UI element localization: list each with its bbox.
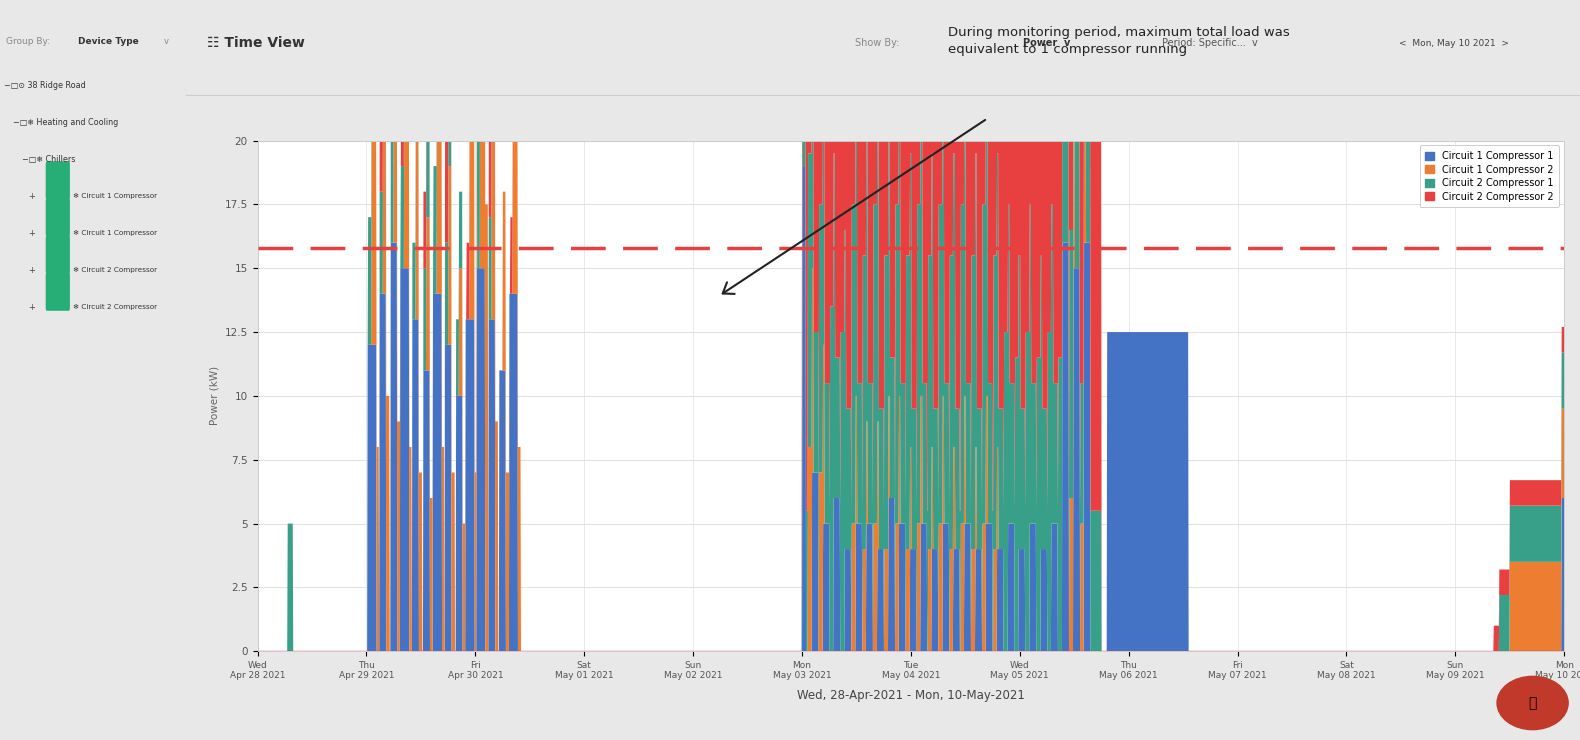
Text: During monitoring period, maximum total load was
equivalent to 1 compressor runn: During monitoring period, maximum total … xyxy=(948,26,1289,56)
Text: −□❄ Chillers: −□❄ Chillers xyxy=(22,155,76,164)
Legend: Circuit 1 Compressor 1, Circuit 1 Compressor 2, Circuit 2 Compressor 1, Circuit : Circuit 1 Compressor 1, Circuit 1 Compre… xyxy=(1419,146,1559,207)
Text: 💬: 💬 xyxy=(1528,696,1537,710)
Text: Show By:: Show By: xyxy=(855,38,899,48)
Text: Power  v: Power v xyxy=(1022,38,1070,48)
FancyBboxPatch shape xyxy=(46,272,70,311)
Text: v: v xyxy=(164,37,169,46)
Text: +: + xyxy=(28,266,35,275)
Text: Device Type: Device Type xyxy=(79,37,139,46)
Text: +: + xyxy=(28,192,35,201)
Text: ☷ Time View: ☷ Time View xyxy=(207,36,305,50)
Text: <  Mon, May 10 2021  >: < Mon, May 10 2021 > xyxy=(1398,38,1509,48)
X-axis label: Wed, 28-Apr-2021 - Mon, 10-May-2021: Wed, 28-Apr-2021 - Mon, 10-May-2021 xyxy=(796,689,1025,702)
FancyBboxPatch shape xyxy=(46,161,70,200)
Y-axis label: Power (kW): Power (kW) xyxy=(209,366,220,426)
Text: +: + xyxy=(28,229,35,238)
Circle shape xyxy=(1498,676,1567,730)
Text: ❄ Circuit 2 Compressor: ❄ Circuit 2 Compressor xyxy=(73,266,156,272)
Text: ❄ Circuit 1 Compressor: ❄ Circuit 1 Compressor xyxy=(73,229,156,235)
Text: +: + xyxy=(28,303,35,312)
FancyBboxPatch shape xyxy=(46,198,70,237)
Text: ❄ Circuit 2 Compressor: ❄ Circuit 2 Compressor xyxy=(73,303,156,309)
Text: Period: Specific...  v: Period: Specific... v xyxy=(1161,38,1258,48)
Text: −□⊙ 38 Ridge Road: −□⊙ 38 Ridge Road xyxy=(3,81,85,90)
FancyBboxPatch shape xyxy=(46,235,70,274)
Text: −□❄ Heating and Cooling: −□❄ Heating and Cooling xyxy=(13,118,118,127)
Text: Group By:: Group By: xyxy=(6,37,49,46)
Text: ❄ Circuit 1 Compressor: ❄ Circuit 1 Compressor xyxy=(73,192,156,198)
